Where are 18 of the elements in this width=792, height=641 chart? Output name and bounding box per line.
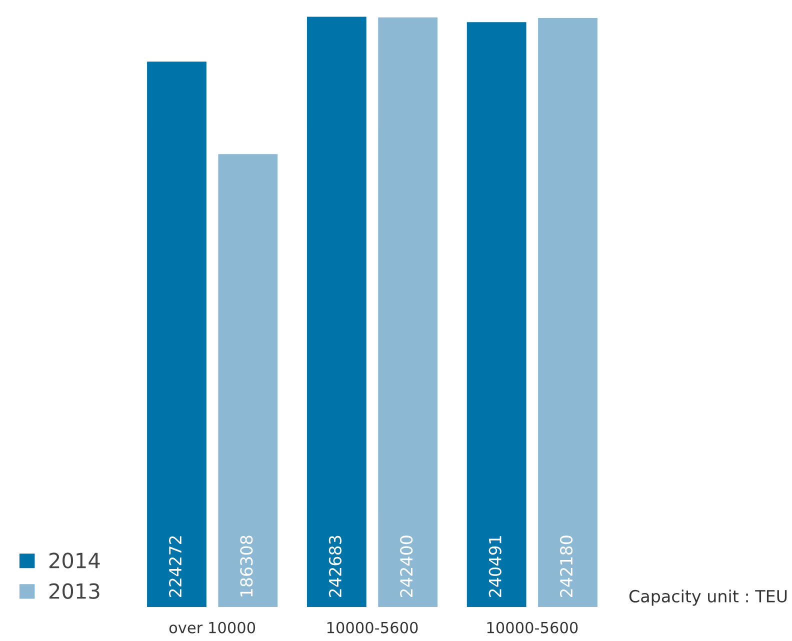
data-label: 186308 <box>240 536 253 596</box>
data-label: 240491 <box>488 536 502 597</box>
bar <box>466 20 528 608</box>
data-label: 224272 <box>168 536 182 597</box>
x-tick-label: 10000-5600 <box>487 622 578 634</box>
bar <box>146 60 208 608</box>
bar <box>306 16 368 608</box>
data-label: 242180 <box>560 536 573 597</box>
x-tick-label: 10000-5600 <box>327 622 418 634</box>
text: Capacity unit : TEU <box>629 590 787 606</box>
x-tick-label: over 10000 <box>169 622 256 634</box>
data-label: 242400 <box>400 536 413 597</box>
legend-label: 2013 <box>49 583 100 599</box>
data-label: 242683 <box>328 536 342 597</box>
bar <box>376 16 439 608</box>
legend-label: 2014 <box>49 552 100 568</box>
bar <box>536 16 599 608</box>
bar <box>216 152 279 608</box>
